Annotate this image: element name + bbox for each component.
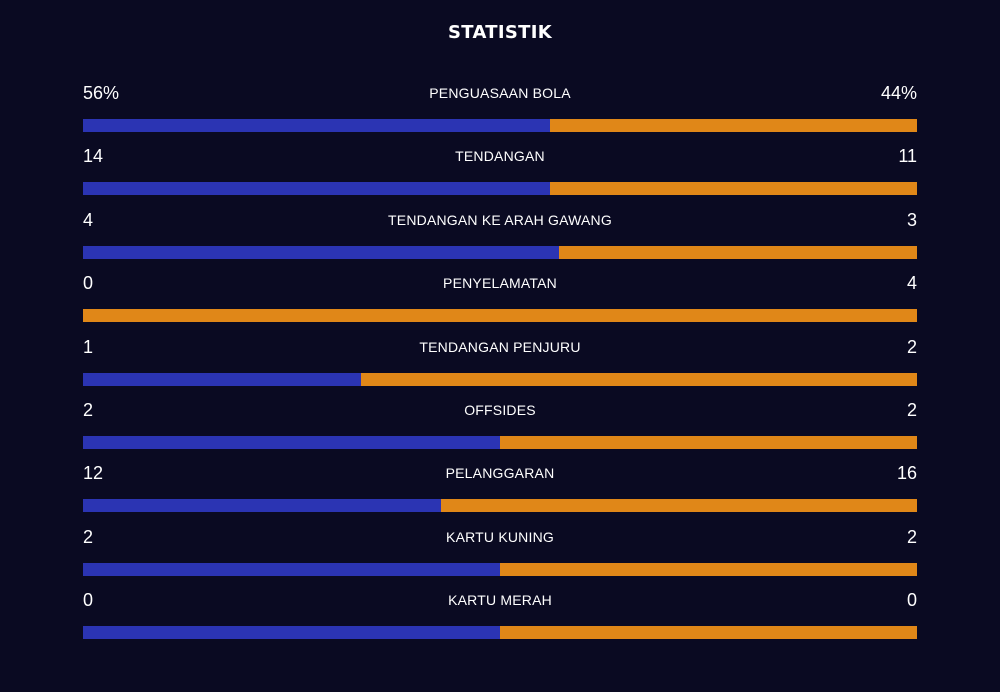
away-value: 4 [906,273,917,294]
home-value: 56% [83,83,120,103]
home-value: 0 [83,590,94,611]
comparison-bar [83,119,917,132]
stat-row-possession: 56% PENGUASAAN BOLA 44% [83,80,917,143]
comparison-bar [83,372,917,386]
away-bar-segment [500,626,917,640]
comparison-bar [83,245,917,259]
comparison-bar [83,499,917,513]
stat-label: PENGUASAAN BOLA [429,85,571,101]
away-value: 16 [896,463,917,484]
home-bar-segment [83,119,551,132]
stat-label: OFFSIDES [464,401,536,418]
home-value: 2 [83,526,94,547]
home-value: 12 [83,463,104,484]
comparison-bar [83,626,917,640]
away-value: 2 [906,399,917,420]
away-bar-segment [559,245,917,259]
home-bar-segment [83,499,441,513]
away-value: 2 [906,526,917,547]
comparison-bar [83,309,917,323]
comparison-bar [83,562,917,576]
stat-label: PELANGGARAN [445,465,555,482]
comparison-bar [83,435,917,449]
stat-label: KARTU MERAH [448,592,552,609]
away-value: 0 [906,590,917,611]
stat-row-shots-on-target: 4 TENDANGAN KE ARAH GAWANG 3 [83,207,917,270]
stat-row-yellow-cards: 2 KARTU KUNING 2 [83,524,917,587]
away-bar-segment [550,119,917,132]
home-value: 1 [83,336,94,357]
stat-row-shots: 14 TENDANGAN 11 [83,143,917,206]
away-bar-segment [360,372,917,386]
stats-list: 56% PENGUASAAN BOLA 44% 14 TENDANGAN 11 … [83,80,917,651]
stat-row-corners: 1 TENDANGAN PENJURU 2 [83,334,917,397]
away-bar-segment [500,562,917,576]
away-bar-segment [83,309,917,323]
stats-title: STATISTIK [448,22,552,43]
home-bar-segment [83,245,560,259]
home-bar-segment [83,372,361,386]
away-value: 44% [880,83,917,103]
stat-row-saves: 0 PENYELAMATAN 4 [83,270,917,333]
stat-row-fouls: 12 PELANGGARAN 16 [83,460,917,523]
home-value: 0 [83,273,94,294]
away-value: 3 [906,209,917,230]
away-bar-segment [550,182,917,196]
stat-label: TENDANGAN KE ARAH GAWANG [388,211,612,228]
home-bar-segment [83,435,500,449]
home-value: 2 [83,399,94,420]
home-bar-segment [83,626,500,640]
away-value: 2 [906,336,917,357]
stat-label: TENDANGAN PENJURU [419,338,581,355]
home-value: 14 [83,146,104,167]
away-value: 11 [898,146,917,167]
away-bar-segment [440,499,917,513]
stat-label: TENDANGAN [455,148,545,165]
stat-label: PENYELAMATAN [443,275,557,292]
stat-row-offsides: 2 OFFSIDES 2 [83,397,917,460]
home-bar-segment [83,562,500,576]
away-bar-segment [500,435,917,449]
comparison-bar [83,182,917,196]
home-bar-segment [83,182,551,196]
stat-label: KARTU KUNING [446,528,554,545]
stat-row-red-cards: 0 KARTU MERAH 0 [83,587,917,650]
home-value: 4 [83,209,94,230]
